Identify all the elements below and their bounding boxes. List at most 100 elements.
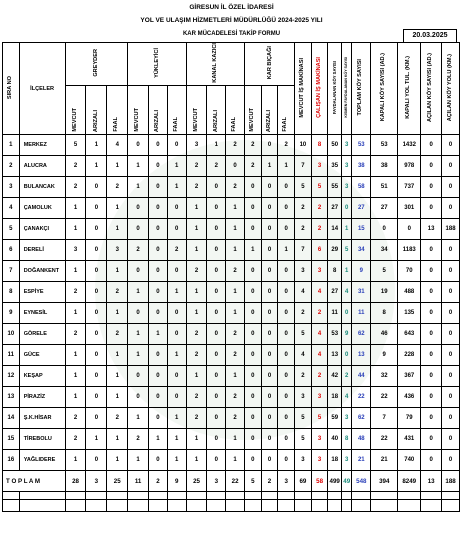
table-cell: 1	[185, 218, 208, 240]
table-cell: 0	[441, 134, 460, 156]
table-cell: 5	[370, 260, 399, 282]
table-cell: 0	[441, 302, 460, 324]
empty-cell	[206, 499, 227, 512]
table-cell: 0	[441, 449, 460, 471]
table-cell: 0	[420, 176, 443, 198]
table-cell: 0	[370, 218, 399, 240]
table-cell: 3	[340, 449, 353, 471]
total-cell: 188	[441, 470, 460, 492]
empty-cell	[310, 499, 329, 512]
table-cell: 35	[327, 155, 342, 177]
table-cell: 2	[166, 239, 187, 261]
table-cell: 1	[185, 449, 208, 471]
table-cell: 1	[127, 281, 150, 303]
table-cell: 1	[225, 428, 245, 450]
header-kanal-mevcut: MEVCUT	[185, 85, 208, 135]
table-cell: 0	[85, 344, 108, 366]
table-cell: 1	[64, 260, 87, 282]
table-cell: 53	[351, 134, 372, 156]
table-cell: 1	[225, 281, 245, 303]
table-cell: 22	[370, 386, 399, 408]
table-cell: 2	[106, 176, 129, 198]
table-row: 2 ALUCRA 2 1 1 1 0 1 2 2 0 2 1 1 7 3 35 3 38 38 978 0 0	[2, 155, 460, 177]
table-cell: 0	[127, 134, 150, 156]
district-name: ÇAMOLUK	[18, 197, 66, 219]
table-cell: 2	[294, 302, 312, 324]
header-kismen-faydalanan-koy: KISMEN FAYDALANAN KÖY SAYISI	[340, 42, 353, 135]
district-name: PİRAZİZ	[18, 386, 66, 408]
district-name: EYNESİL	[18, 302, 66, 324]
table-cell: 31	[351, 281, 372, 303]
table-cell: 0	[85, 407, 108, 429]
table-cell: 3	[310, 428, 329, 450]
table-cell: 0	[243, 407, 262, 429]
tracking-table: SIRA NO İLÇELER GREYDER YÜKLEYİCİ KANAL …	[2, 42, 460, 512]
table-cell: 0	[148, 155, 168, 177]
table-cell: 737	[397, 176, 422, 198]
table-cell: 62	[351, 407, 372, 429]
table-cell: 1	[185, 239, 208, 261]
table-cell: 0	[420, 428, 443, 450]
table-cell: 8	[2, 281, 20, 303]
table-cell: 0	[260, 365, 279, 387]
empty-cell	[294, 491, 312, 500]
empty-cell	[148, 491, 168, 500]
header-greyder-mevcut: MEVCUT	[64, 85, 87, 135]
header-kar-faal: FAAL	[277, 85, 296, 135]
empty-cell	[420, 491, 443, 500]
district-name: DERELİ	[18, 239, 66, 261]
header-kapali-koy: KAPALI KÖY SAYISI (AD.)	[370, 42, 399, 135]
district-name: TİREBOLU	[18, 428, 66, 450]
table-cell: 2	[127, 239, 150, 261]
empty-cell	[370, 499, 399, 512]
header-yukleyici-mevcut: MEVCUT	[127, 85, 150, 135]
table-row: 1 MERKEZ 5 1 4 0 0 0 3 1 2 2 0 2 10 8 50 3 53 53 1432 0 0	[2, 134, 460, 156]
table-cell: 2	[243, 155, 262, 177]
table-cell: 0	[85, 365, 108, 387]
header-kar-bicagi: KAR BIÇAĞI	[243, 42, 296, 86]
table-cell: 0	[243, 197, 262, 219]
table-cell: 1	[225, 197, 245, 219]
table-cell: 978	[397, 155, 422, 177]
table-cell: 2	[185, 260, 208, 282]
table-cell: 0	[148, 176, 168, 198]
table-cell: 0	[260, 218, 279, 240]
header-ilceler: İLÇELER	[18, 42, 66, 135]
table-cell: 0	[148, 302, 168, 324]
table-cell: 3	[2, 176, 20, 198]
table-cell: 7	[294, 155, 312, 177]
table-cell: 1	[106, 428, 129, 450]
table-cell: 0	[420, 134, 443, 156]
table-cell: 0	[441, 239, 460, 261]
table-cell: 19	[370, 281, 399, 303]
table-cell: 59	[327, 407, 342, 429]
table-cell: 0	[243, 281, 262, 303]
table-cell: 1	[85, 134, 108, 156]
empty-cell	[294, 499, 312, 512]
title-line-2: YOL VE ULAŞIM HİZMETLERİ MÜDÜRLÜĞÜ 2024-…	[140, 17, 323, 24]
empty-cell	[64, 491, 87, 500]
table-cell: 0	[277, 302, 296, 324]
table-cell: 0	[206, 344, 227, 366]
table-cell: 2	[225, 386, 245, 408]
table-cell: 0	[85, 176, 108, 198]
table-cell: 27	[351, 197, 372, 219]
table-cell: 0	[148, 407, 168, 429]
table-row: 13 PİRAZİZ 1 0 1 0 0 0 2 0 2 0 0 0 3 3 18 4 22 22 436 0 0	[2, 386, 460, 408]
table-cell: 1	[64, 449, 87, 471]
table-cell: 8	[340, 428, 353, 450]
table-cell: 0	[260, 386, 279, 408]
table-cell: 0	[206, 176, 227, 198]
table-row: 9 EYNESİL 1 0 1 0 0 0 1 0 1 0 0 0 2 2 11 0 11 8 135 0 0	[2, 302, 460, 324]
table-cell: 13	[2, 386, 20, 408]
table-cell: 44	[351, 365, 372, 387]
table-cell: 1183	[397, 239, 422, 261]
table-cell: 0	[277, 281, 296, 303]
district-name: GÜCE	[18, 344, 66, 366]
header-sira-no: SIRA NO	[2, 42, 20, 135]
table-cell: 6	[310, 239, 329, 261]
table-cell: 0	[148, 449, 168, 471]
header-yukleyici-faal: FAAL	[166, 85, 187, 135]
empty-cell	[441, 499, 460, 512]
table-cell: 5	[294, 428, 312, 450]
